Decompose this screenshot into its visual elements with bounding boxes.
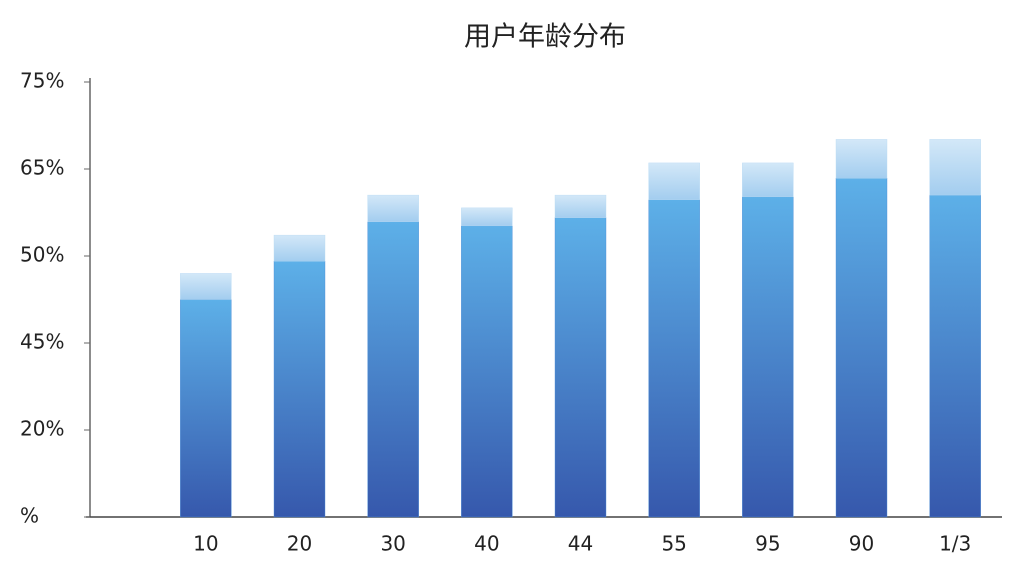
bar-segment <box>648 199 700 518</box>
bar-segment <box>180 299 232 518</box>
y-tick-label: 50% <box>20 243 64 267</box>
bar-segment <box>461 207 513 227</box>
x-tick-label: 40 <box>474 532 499 556</box>
bar-segment <box>461 225 513 518</box>
x-tick-label: 55 <box>661 532 686 556</box>
bar-segment <box>648 162 700 200</box>
bar-segment <box>742 162 794 198</box>
x-tick-label: 30 <box>380 532 405 556</box>
bar-segment <box>929 194 981 518</box>
bar-segment <box>180 273 232 300</box>
x-tick-label: 95 <box>755 532 780 556</box>
bar-segment <box>367 194 419 222</box>
x-tick-label: 44 <box>568 532 593 556</box>
x-tick-label: 20 <box>287 532 312 556</box>
bar-segment <box>554 194 607 218</box>
x-tick-label: 1/3 <box>939 532 971 556</box>
y-tick-label: 75% <box>20 69 64 93</box>
bar-segment <box>742 196 794 518</box>
y-tick-label: 45% <box>20 330 64 354</box>
bar-segment <box>273 234 326 262</box>
x-tick-label: 10 <box>193 532 218 556</box>
bar-segment <box>835 178 888 518</box>
bar-segment <box>554 217 607 518</box>
y-tick-label: 65% <box>20 156 64 180</box>
bar-segment <box>367 221 419 518</box>
bar-segment <box>929 139 981 196</box>
bar-segment <box>273 261 326 518</box>
bar-segment <box>835 139 888 179</box>
chart-title: 用户年龄分布 <box>464 22 626 53</box>
y-tick-label: % <box>20 504 39 528</box>
y-tick-label: 20% <box>20 417 64 441</box>
x-tick-label: 90 <box>849 532 874 556</box>
